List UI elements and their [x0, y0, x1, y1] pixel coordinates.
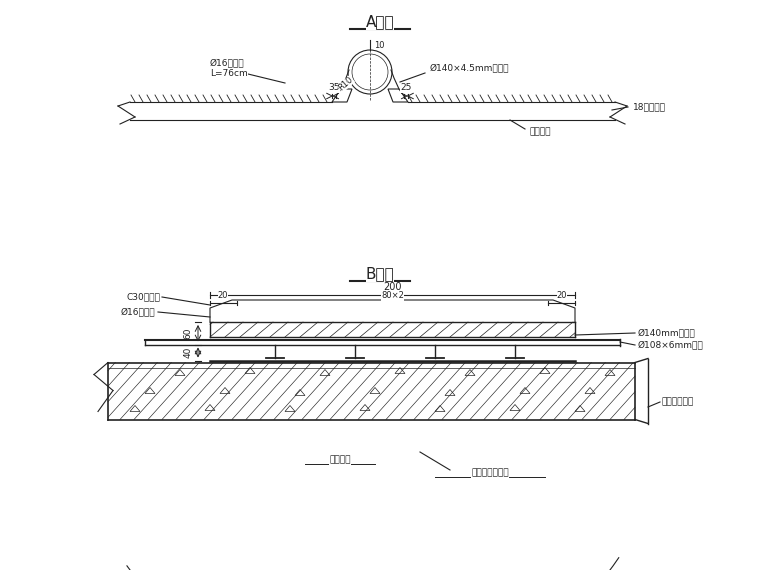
Text: A大样: A大样: [366, 14, 394, 30]
Text: C30混护浦: C30混护浦: [126, 292, 160, 302]
Text: 35: 35: [328, 83, 340, 92]
Text: 60: 60: [183, 328, 192, 339]
Text: 隔洞钟筋混衬研: 隔洞钟筋混衬研: [471, 469, 508, 478]
Text: 80×2: 80×2: [381, 291, 404, 300]
Text: 明洞衬研: 明洞衬研: [329, 455, 351, 465]
Text: 双面焊接: 双面焊接: [530, 128, 552, 136]
Text: 隔洞初期支护: 隔洞初期支护: [662, 397, 694, 406]
Text: Ø140mm孔口管: Ø140mm孔口管: [638, 328, 695, 337]
Text: 20: 20: [557, 291, 567, 300]
Text: R10: R10: [337, 75, 355, 93]
Text: 20: 20: [218, 291, 228, 300]
Text: 10: 10: [374, 40, 385, 50]
Text: Ø16固定锅: Ø16固定锅: [120, 307, 155, 316]
Text: 200: 200: [383, 282, 402, 292]
Text: 40: 40: [183, 347, 192, 358]
Text: Ø108×6mm锂管: Ø108×6mm锂管: [638, 340, 704, 349]
Text: 25: 25: [401, 83, 412, 92]
Text: 18号工字钐: 18号工字钐: [633, 103, 666, 112]
Text: Ø140×4.5mm孔口管: Ø140×4.5mm孔口管: [430, 63, 509, 72]
Text: Ø16固定锅
L=76cm: Ø16固定锅 L=76cm: [210, 58, 248, 78]
Text: B大样: B大样: [366, 267, 394, 282]
